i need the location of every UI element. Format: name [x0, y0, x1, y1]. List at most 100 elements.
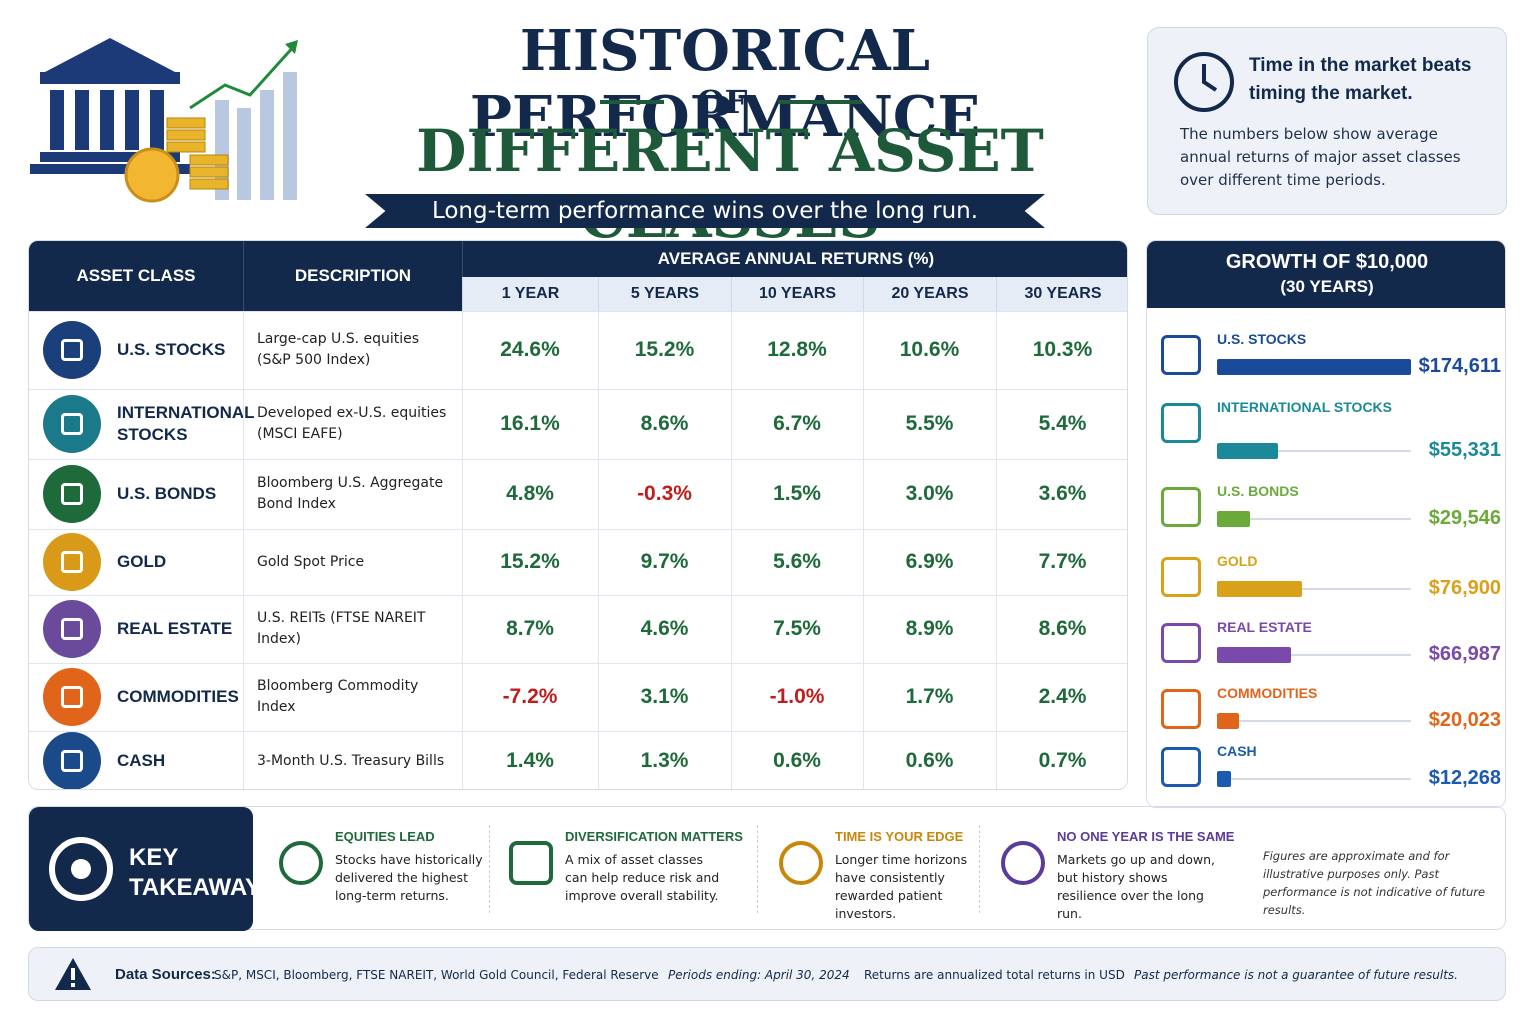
rule — [600, 100, 664, 104]
row-rule — [29, 731, 1127, 732]
footer-sources: S&P, MSCI, Bloomberg, FTSE NAREIT, World… — [214, 968, 659, 982]
asset-icon — [43, 668, 101, 726]
chart-header — [1147, 241, 1505, 308]
bar — [1217, 771, 1231, 787]
bar-track — [1217, 518, 1411, 520]
footer-periods: Periods ending: April 30, 2024 — [668, 968, 850, 982]
category-icon — [1161, 487, 1201, 527]
return-value: 10.3% — [1032, 338, 1093, 361]
takeaway-text: Stocks have historically delivered the h… — [335, 852, 483, 903]
return-value: 9.7% — [640, 550, 689, 573]
callout-box — [1147, 27, 1507, 215]
takeaway-heading: TIME IS YOUR EDGE — [835, 829, 964, 844]
takeaway-icon — [779, 841, 823, 885]
divider — [489, 825, 490, 913]
bar — [1217, 443, 1279, 459]
header-cell: 10 YEARS — [731, 277, 863, 311]
growth-panel: GROWTH OF $10,000 (30 YEARS) U.S. STOCKS $1… — [1146, 240, 1506, 808]
footer-note: Returns are annualized total returns in … — [864, 968, 1125, 982]
return-value: 3.0% — [905, 482, 954, 505]
bar-track — [1217, 588, 1411, 590]
asset-icon — [43, 732, 101, 789]
takeaways-panel: KEY TAKEAWAYS EQUITIES LEAD Stocks have hi… — [28, 806, 1506, 931]
title-line2: DIFFERENT ASSET CLASSES — [416, 117, 1044, 250]
description: Bloomberg Commodity Index — [257, 678, 419, 715]
header-cell: ASSET CLASS — [29, 241, 243, 311]
row-rule — [29, 529, 1127, 530]
return-value: 3.6% — [1038, 482, 1087, 505]
icon-glyph — [61, 686, 83, 708]
footer-label: Data Sources: — [115, 966, 216, 983]
return-value: 6.9% — [905, 550, 954, 573]
asset-name: U.S. STOCKS — [117, 340, 226, 359]
warning-icon — [55, 958, 91, 990]
return-value: 0.6% — [905, 749, 954, 772]
return-value: 4.6% — [640, 617, 689, 640]
return-value: 24.6% — [500, 338, 560, 361]
title-line1: HISTORICAL PERFORMANCE — [469, 18, 981, 150]
category-label: INTERNATIONAL STOCKS — [1217, 399, 1393, 415]
takeaway-text: A mix of asset classes can help reduce r… — [565, 852, 720, 903]
target-icon — [49, 837, 113, 901]
return-value: 16.1% — [500, 412, 560, 435]
description: Developed ex-U.S. equities (MSCI EAFE) — [257, 405, 447, 442]
icon-glyph — [61, 551, 83, 573]
return-value: 5.4% — [1038, 412, 1087, 435]
takeaway-icon — [1001, 841, 1045, 885]
return-value: 8.6% — [1038, 617, 1087, 640]
return-value: 15.2% — [500, 550, 560, 573]
callout-heading: Time in the market beats timing the mark… — [1249, 55, 1472, 104]
bar — [1217, 511, 1250, 527]
return-value: 8.7% — [506, 617, 554, 640]
return-value: 4.8% — [506, 482, 554, 505]
asset-icon — [43, 533, 101, 591]
category-label: U.S. BONDS — [1217, 483, 1299, 499]
category-label: REAL ESTATE — [1217, 619, 1312, 635]
asset-icon — [43, 395, 101, 453]
return-value: 15.2% — [634, 338, 695, 361]
return-value: 8.6% — [640, 412, 689, 435]
takeaway-heading: NO ONE YEAR IS THE SAME — [1057, 829, 1235, 844]
return-value: 0.6% — [773, 749, 821, 772]
row-rule — [29, 311, 1127, 312]
bar-track — [1217, 654, 1411, 656]
target-center — [71, 859, 91, 879]
takeaway-icon — [279, 841, 323, 885]
category-icon — [1161, 689, 1201, 729]
bar — [1217, 647, 1292, 663]
return-value: -0.3% — [637, 482, 692, 505]
col-rule — [598, 311, 599, 789]
takeaway-text: Markets go up and down, but history show… — [1057, 852, 1216, 921]
description: Gold Spot Price — [257, 553, 365, 570]
footer-note: Past performance is not a guarantee of f… — [1134, 968, 1458, 982]
asset-icon — [43, 600, 101, 658]
bar-track — [1217, 778, 1411, 780]
asset-name: U.S. BONDS — [117, 484, 217, 503]
bar — [1217, 581, 1303, 597]
row-rule — [29, 389, 1127, 390]
description: Bloomberg U.S. Aggregate Bond Index — [257, 475, 444, 512]
title-of: OF — [696, 83, 748, 121]
clock-icon — [1174, 52, 1234, 112]
icon-glyph — [61, 413, 83, 435]
header-cell: 1 YEAR — [462, 277, 598, 311]
asset-icon — [43, 321, 101, 379]
return-value: 0.7% — [1038, 749, 1087, 772]
row-rule — [29, 459, 1127, 460]
icon-glyph — [61, 618, 83, 640]
return-value: 12.8% — [767, 338, 827, 361]
return-value: 5.5% — [905, 412, 954, 435]
category-label: CASH — [1217, 743, 1257, 759]
header-cell: 20 YEARS — [863, 277, 996, 311]
divider — [757, 825, 758, 913]
icon-glyph — [61, 483, 83, 505]
header-cell: DESCRIPTION — [243, 241, 462, 311]
col-rule — [243, 311, 244, 789]
return-value: 1.5% — [773, 482, 821, 505]
chart-subtitle: (30 YEARS) — [1280, 277, 1374, 296]
chart-title: GROWTH OF $10,000 — [1225, 251, 1429, 273]
return-value: 5.6% — [773, 550, 821, 573]
return-value: 7.7% — [1038, 550, 1087, 573]
value-label: $174,611 — [1418, 355, 1501, 377]
